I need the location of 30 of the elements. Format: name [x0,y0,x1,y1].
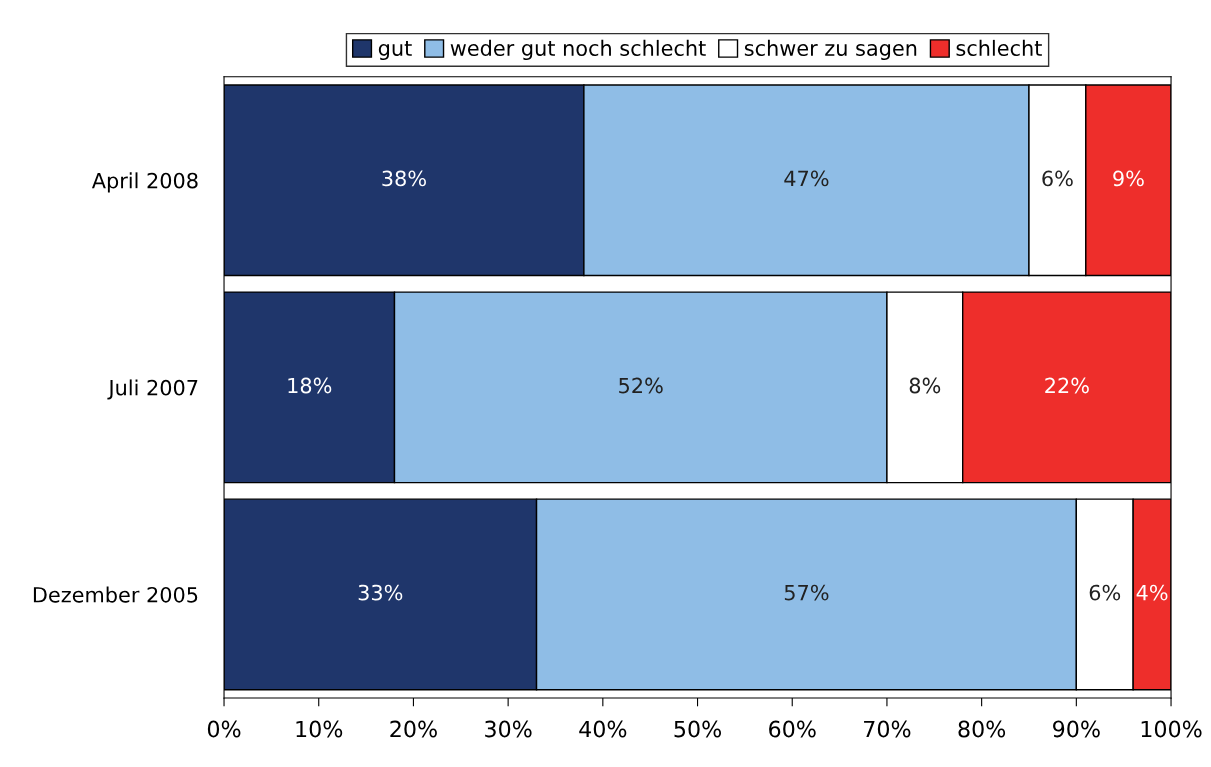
data-label: 18% [288,377,332,394]
data-label: 9% [1113,170,1144,187]
y-tick-label: April 2008 [91,172,198,193]
x-tick-label: 0% [207,720,241,738]
x-tick-label: 40% [579,720,627,738]
x-tick-label: 50% [674,720,722,738]
legend-label: schlecht [956,39,1042,56]
data-label: 4% [1136,584,1168,601]
x-tick-label: 60% [769,720,816,738]
x-tick-label: 30% [485,720,532,738]
x-tick-label: 90% [1053,720,1100,738]
x-tick-label: 20% [390,720,437,738]
legend-label: gut [378,41,412,61]
data-label: 8% [909,377,941,394]
data-label: 22% [1045,377,1089,394]
data-label: 57% [784,584,829,601]
data-label: 38% [382,170,426,187]
y-tick-label: Juli 2007 [107,379,198,400]
x-tick-label: 80% [958,720,1006,738]
data-label: 47% [784,170,829,187]
x-tick-label: 100% [1141,720,1202,738]
data-label: 52% [619,377,663,394]
data-label: 6% [1042,170,1073,187]
data-label: 33% [358,584,403,601]
y-tick-label: Dezember 2005 [33,586,198,603]
x-tick-label: 70% [864,720,911,738]
legend-label: weder gut noch schlecht [450,39,706,61]
x-tick-label: 10% [296,720,343,738]
legend-label: schwer zu sagen [744,39,917,61]
data-label: 6% [1089,584,1121,601]
